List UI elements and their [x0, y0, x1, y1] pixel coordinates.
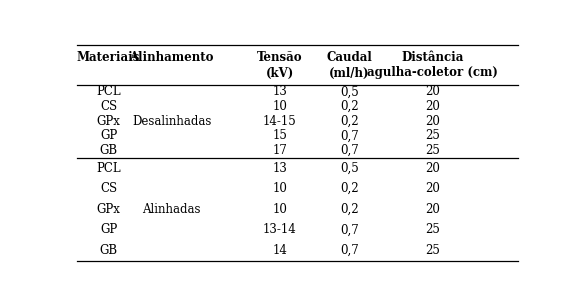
Text: 10: 10: [272, 182, 287, 195]
Text: 25: 25: [425, 129, 440, 142]
Text: 0,7: 0,7: [340, 144, 359, 157]
Text: 0,7: 0,7: [340, 244, 359, 257]
Text: 25: 25: [425, 144, 440, 157]
Text: 25: 25: [425, 224, 440, 236]
Text: 10: 10: [272, 203, 287, 216]
Text: 14-15: 14-15: [263, 115, 297, 128]
Text: 20: 20: [425, 115, 440, 128]
Text: 20: 20: [425, 182, 440, 195]
Text: 0,2: 0,2: [340, 182, 359, 195]
Text: (ml/h): (ml/h): [329, 67, 370, 80]
Text: Alinhamento: Alinhamento: [130, 51, 214, 64]
Text: GPx: GPx: [96, 115, 121, 128]
Text: 15: 15: [272, 129, 287, 142]
Text: 0,7: 0,7: [340, 224, 359, 236]
Text: 14: 14: [272, 244, 287, 257]
Text: PCL: PCL: [96, 85, 121, 98]
Text: GP: GP: [100, 224, 117, 236]
Text: 13-14: 13-14: [263, 224, 297, 236]
Text: 13: 13: [272, 85, 287, 98]
Text: 13: 13: [272, 161, 287, 175]
Text: Caudal: Caudal: [327, 51, 372, 64]
Text: PCL: PCL: [96, 161, 121, 175]
Text: 20: 20: [425, 85, 440, 98]
Text: Materiais: Materiais: [77, 51, 141, 64]
Text: 10: 10: [272, 100, 287, 113]
Text: 0,7: 0,7: [340, 129, 359, 142]
Text: Distância: Distância: [401, 51, 464, 64]
Text: Tensão: Tensão: [257, 51, 303, 64]
Text: GB: GB: [99, 244, 118, 257]
Text: agulha-coletor (cm): agulha-coletor (cm): [367, 67, 498, 80]
Text: 20: 20: [425, 203, 440, 216]
Text: GPx: GPx: [96, 203, 121, 216]
Text: 0,5: 0,5: [340, 161, 359, 175]
Text: 17: 17: [272, 144, 287, 157]
Text: 25: 25: [425, 244, 440, 257]
Text: CS: CS: [100, 182, 117, 195]
Text: CS: CS: [100, 100, 117, 113]
Text: 0,5: 0,5: [340, 85, 359, 98]
Text: 0,2: 0,2: [340, 203, 359, 216]
Text: 0,2: 0,2: [340, 115, 359, 128]
Text: Desalinhadas: Desalinhadas: [132, 115, 211, 128]
Text: GB: GB: [99, 144, 118, 157]
Text: 20: 20: [425, 161, 440, 175]
Text: GP: GP: [100, 129, 117, 142]
Text: Alinhadas: Alinhadas: [142, 203, 201, 216]
Text: 0,2: 0,2: [340, 100, 359, 113]
Text: (kV): (kV): [266, 67, 294, 80]
Text: 20: 20: [425, 100, 440, 113]
